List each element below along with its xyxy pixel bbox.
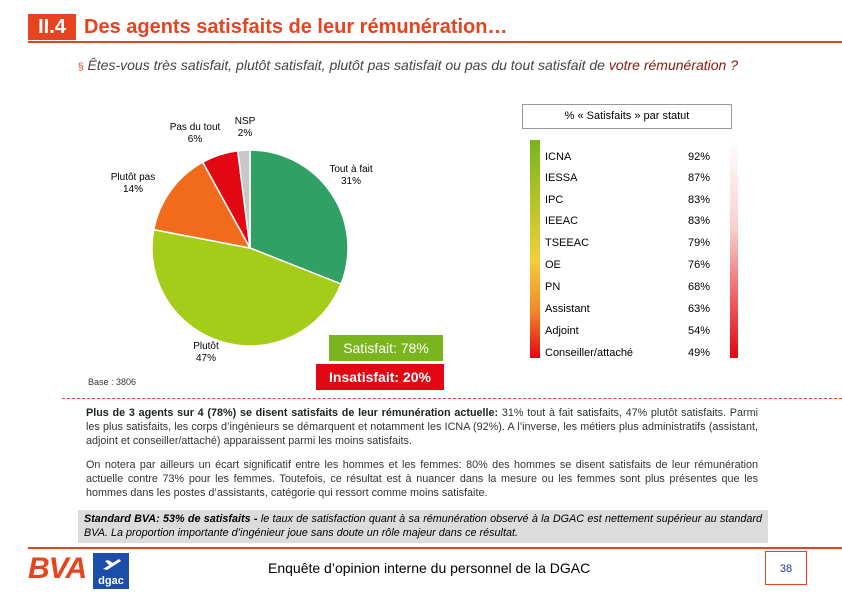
question-emphasis: votre rémunération ? xyxy=(608,57,739,73)
page-number: 38 xyxy=(765,551,807,585)
survey-question: § Êtes-vous très satisfait, plutôt satis… xyxy=(78,56,780,77)
gradient-bar-right xyxy=(730,140,738,358)
footer-divider xyxy=(28,547,842,549)
pie-slice-tout-fait xyxy=(249,149,349,286)
pie-label-value: 47% xyxy=(195,353,216,364)
status-name: Adjoint xyxy=(545,325,579,337)
comment-lead: Plus de 3 agents sur 4 (78%) se disent s… xyxy=(86,407,499,419)
comment-paragraph-2: On notera par ailleurs un écart signific… xyxy=(86,459,758,499)
status-value: 76% xyxy=(688,259,711,271)
dgac-logo: dgac xyxy=(93,553,129,589)
pie-slice-plut-t-pas xyxy=(152,161,252,250)
title-divider xyxy=(28,41,842,43)
status-value: 63% xyxy=(688,303,711,315)
pie-label-value: 6% xyxy=(187,134,203,145)
footer-caption: Enquête d’opinion interne du personnel d… xyxy=(268,560,591,576)
pie-label-value: 2% xyxy=(237,128,253,139)
pie-label-name: Plutôt xyxy=(193,341,219,352)
status-name: ICNA xyxy=(545,151,572,163)
status-name: TSEEAC xyxy=(545,237,590,249)
status-name: OE xyxy=(545,259,561,271)
dashed-divider xyxy=(62,398,842,399)
pie-label-value: 14% xyxy=(122,184,143,195)
pie-label-name: Plutôt pas xyxy=(110,172,156,183)
pie-label-plutot-pas: Plutôt pas 14% xyxy=(100,172,166,196)
base-count: Base : 3806 xyxy=(88,377,137,387)
pie-label-name: Pas du tout xyxy=(169,122,221,133)
pie-label-tout-a-fait: Tout à fait 31% xyxy=(318,164,384,188)
comment-paragraph-1: Plus de 3 agents sur 4 (78%) se disent s… xyxy=(86,406,758,448)
standard-lead: Standard BVA: 53% de satisfaits - xyxy=(84,513,258,525)
status-value: 68% xyxy=(688,281,711,293)
status-name: IESSA xyxy=(545,172,578,184)
pie-label-plutot: Plutôt 47% xyxy=(180,341,232,365)
status-value: 92% xyxy=(688,151,711,163)
pie-label-name: NSP xyxy=(234,116,256,127)
bullet-icon: § xyxy=(78,62,84,73)
status-value: 87% xyxy=(688,172,711,184)
status-name: PN xyxy=(545,281,561,293)
pie-slice-plut-t xyxy=(151,228,343,347)
status-value: 54% xyxy=(688,325,711,337)
comment-body: 31% tout à fait satisfaits, 47% plutôt s… xyxy=(86,407,758,447)
status-value: 83% xyxy=(688,215,711,227)
question-text: Êtes-vous très satisfait, plutôt satisfa… xyxy=(87,57,609,73)
standard-body: le taux de satisfaction quant à sa rémun… xyxy=(84,513,762,539)
bva-logo: BVA xyxy=(28,552,87,585)
section-number: II.4 xyxy=(28,14,76,40)
pie-label-name: Tout à fait xyxy=(329,164,373,175)
status-value: 79% xyxy=(688,237,711,249)
pie-label-nsp: NSP 2% xyxy=(228,116,262,140)
status-name: IPC xyxy=(545,194,564,206)
pie-slice-nsp xyxy=(236,149,251,249)
status-value: 49% xyxy=(688,347,711,359)
pie-label-value: 31% xyxy=(340,176,361,187)
gradient-bar-left xyxy=(530,140,540,358)
dgac-wordmark: dgac xyxy=(98,575,124,587)
unsatisfied-total: Insatisfait: 20% xyxy=(316,364,444,390)
plane-icon xyxy=(103,559,121,570)
page-title: Des agents satisfaits de leur rémunérati… xyxy=(84,16,508,38)
standard-bva-box: Standard BVA: 53% de satisfaits - le tau… xyxy=(78,510,768,543)
satisfied-total: Satisfait: 78% xyxy=(329,335,443,361)
status-name: Conseiller/attaché xyxy=(545,347,634,359)
status-table-title: % « Satisfaits » par statut xyxy=(522,104,732,129)
status-name: Assistant xyxy=(545,303,590,315)
status-value: 83% xyxy=(688,194,711,206)
pie-label-pas-du-tout: Pas du tout 6% xyxy=(160,122,230,146)
status-name: IEEAC xyxy=(545,215,579,227)
satisfaction-pie-chart xyxy=(151,149,349,347)
